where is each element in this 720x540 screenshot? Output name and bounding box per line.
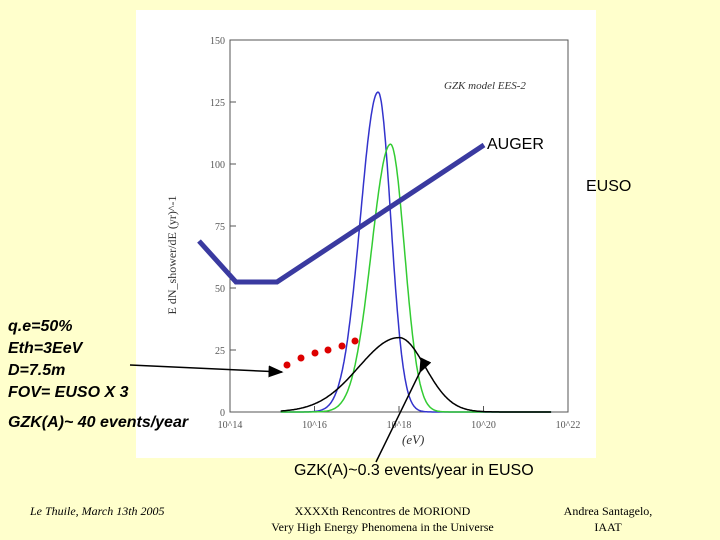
- detector-threshold-line: [197, 142, 486, 285]
- footer-center-line2: Very High Energy Phenomena in the Univer…: [271, 520, 494, 534]
- chart-title: GZK model EES-2: [444, 80, 526, 92]
- marker-dot: [338, 342, 346, 350]
- detector-parameters: q.e=50% Eth=3EeV D=7.5m FOV= EUSO X 3 GZ…: [8, 316, 188, 434]
- y-tick-label: 150: [210, 36, 225, 47]
- euso-label: EUSO: [586, 178, 632, 195]
- x-tick-label: 10^18: [387, 420, 412, 431]
- curve-series-3: [280, 336, 552, 413]
- marker-dot: [324, 346, 332, 354]
- footer-right-line1: Andrea Santagelo,: [563, 504, 653, 518]
- x-tick-label: 10^14: [218, 420, 243, 431]
- footer-left: Le Thuile, March 13th 2005: [30, 504, 165, 518]
- gzk-total-arrow: [375, 357, 432, 463]
- footer-center: XXXXth Rencontres de MORIOND Very High E…: [260, 503, 505, 535]
- y-axis: 0 25 50 75 100 125 150: [210, 36, 236, 419]
- x-tick-label: 10^20: [471, 420, 496, 431]
- energy-threshold: Eth=3EeV: [8, 340, 83, 357]
- quantum-efficiency: q.e=50%: [8, 318, 73, 335]
- chart-panel: [136, 10, 596, 458]
- curves: [280, 91, 552, 413]
- marker-dot: [283, 361, 291, 369]
- marker-dot: [351, 337, 359, 345]
- gzk-event-rate: GZK(A)~ 40 events/year: [8, 414, 189, 431]
- footer-right: Andrea Santagelo, IAAT: [548, 503, 668, 535]
- y-tick-label: 25: [215, 346, 225, 357]
- x-axis: 10^14 10^16 10^18 10^20 10^22: [218, 406, 581, 431]
- x-tick-label: 10^16: [302, 420, 327, 431]
- marker-dot: [311, 349, 319, 357]
- x-axis-label: (eV): [402, 432, 424, 447]
- y-tick-label: 100: [210, 160, 225, 171]
- field-of-view: FOV= EUSO X 3: [8, 384, 129, 401]
- y-tick-label: 0: [220, 408, 225, 419]
- footer-right-line2: IAAT: [594, 520, 622, 534]
- y-tick-label: 75: [215, 222, 225, 233]
- y-tick-label: 125: [210, 98, 225, 109]
- mirror-diameter: D=7.5m: [8, 362, 66, 379]
- euso-marker-dots: [283, 337, 359, 369]
- marker-dot: [297, 354, 305, 362]
- footer-center-line1: XXXXth Rencontres de MORIOND: [294, 504, 471, 518]
- gzk-total-label: GZK(A)~0.3 events/year in EUSO: [294, 462, 534, 479]
- params-arrow: [129, 364, 284, 378]
- y-tick-label: 50: [215, 284, 225, 295]
- y-axis-label: E dN_shower/dE (yr)^-1: [165, 196, 179, 315]
- auger-label: AUGER: [487, 136, 544, 153]
- x-tick-label: 10^22: [556, 420, 581, 431]
